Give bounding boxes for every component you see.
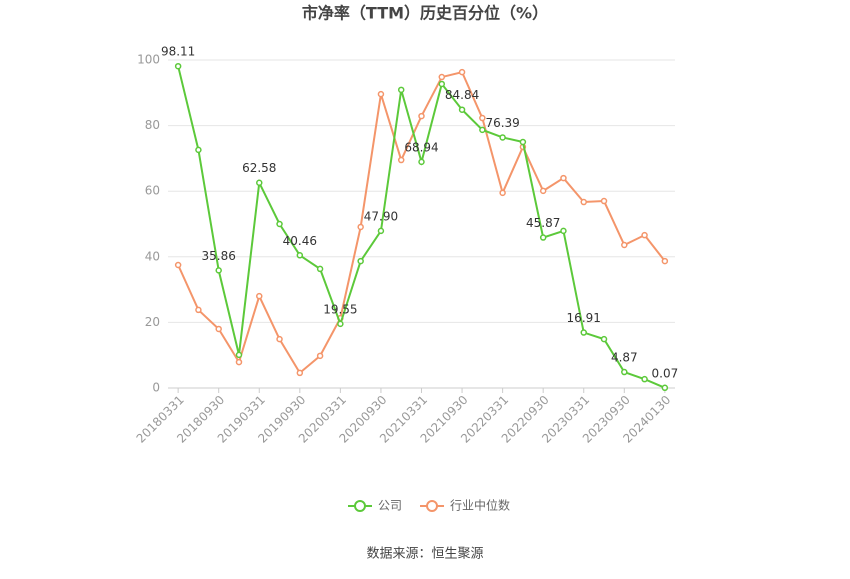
point xyxy=(195,306,202,314)
point xyxy=(539,234,547,241)
point xyxy=(580,329,587,336)
point xyxy=(215,325,222,333)
point xyxy=(560,174,567,182)
point xyxy=(600,197,608,205)
point xyxy=(377,227,385,235)
point xyxy=(458,68,466,76)
legend-item: 公司 xyxy=(348,499,402,513)
y-tick-label: 40 xyxy=(145,249,160,263)
point xyxy=(641,231,648,239)
point xyxy=(337,320,344,328)
point xyxy=(560,227,567,235)
source: 数据来源：恒生聚源 xyxy=(366,547,483,562)
data-label: 98.11 xyxy=(161,45,195,59)
point xyxy=(600,335,608,343)
data-label: 76.39 xyxy=(485,116,519,130)
point xyxy=(479,114,486,122)
point xyxy=(235,351,243,359)
y-tick-label: 20 xyxy=(145,315,160,329)
data-label: 62.58 xyxy=(242,161,276,175)
point xyxy=(357,223,364,231)
point xyxy=(418,158,425,166)
legend-marker xyxy=(354,500,366,512)
point xyxy=(661,257,669,265)
y-tick-label: 100 xyxy=(137,53,160,67)
point xyxy=(438,80,446,88)
point xyxy=(621,241,628,249)
point xyxy=(256,292,263,300)
point xyxy=(296,369,304,377)
point xyxy=(397,86,405,94)
point xyxy=(661,384,669,392)
data-label: 68.94 xyxy=(404,140,438,154)
point xyxy=(276,220,283,228)
point xyxy=(215,267,222,274)
data-label: 19.55 xyxy=(323,302,357,316)
point xyxy=(357,257,364,265)
data-label: 40.46 xyxy=(283,234,317,248)
point xyxy=(438,73,446,81)
point xyxy=(499,189,506,197)
y-tick-label: 80 xyxy=(145,118,160,132)
point xyxy=(195,146,202,154)
point xyxy=(397,156,405,164)
point xyxy=(316,352,324,360)
point xyxy=(479,126,486,134)
y-tick-label: 0 xyxy=(152,381,160,395)
point xyxy=(276,335,283,343)
data-label: 84.84 xyxy=(445,88,479,102)
point xyxy=(418,112,425,120)
point xyxy=(174,261,182,269)
data-label: 4.87 xyxy=(611,351,638,365)
y-tick-label: 60 xyxy=(145,184,160,198)
point xyxy=(641,375,648,383)
point xyxy=(519,138,527,146)
point xyxy=(235,358,243,366)
legend-label: 公司 xyxy=(378,499,402,513)
point xyxy=(458,106,466,113)
data-label: 0.07 xyxy=(652,366,679,380)
point xyxy=(174,62,182,70)
point xyxy=(316,265,324,273)
point xyxy=(539,187,547,195)
point xyxy=(296,252,304,259)
legend-marker xyxy=(426,500,439,512)
point xyxy=(499,134,506,141)
point xyxy=(580,198,587,206)
chart-title: 市净率（TTM）历史百分位（%） xyxy=(302,4,548,23)
point xyxy=(621,368,628,376)
data-label: 47.90 xyxy=(364,209,398,223)
point xyxy=(256,179,263,186)
data-label: 35.86 xyxy=(202,249,236,263)
data-label: 45.87 xyxy=(526,216,560,230)
legend-item: 行业中位数 xyxy=(420,498,510,513)
data-label: 16.91 xyxy=(567,311,601,325)
legend-label: 行业中位数 xyxy=(450,498,510,513)
point xyxy=(377,90,385,98)
